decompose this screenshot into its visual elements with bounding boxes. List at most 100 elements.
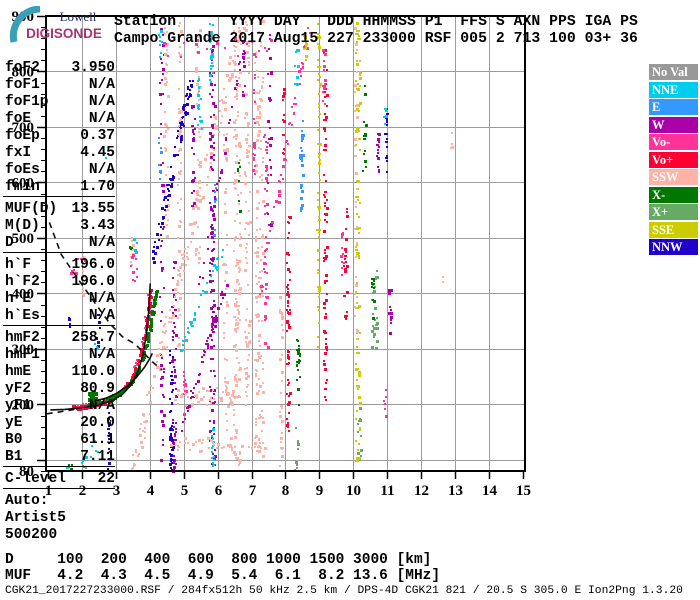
param-row-hmf1: hmF1 N/A <box>5 347 115 364</box>
param-label: h`Es <box>5 308 40 324</box>
param-label: foF2 <box>5 60 40 76</box>
param-value: 3.43 <box>80 218 115 234</box>
param-label: hmF2 <box>5 330 40 346</box>
param-group-divider <box>3 196 115 201</box>
param-label: yE <box>5 415 23 431</box>
param-value: N/A <box>88 308 115 324</box>
param-value: 4.45 <box>80 145 115 161</box>
param-value: N/A <box>88 162 115 178</box>
legend-item-vo-: Vo- <box>649 134 698 150</box>
param-label: 500200 <box>5 527 58 543</box>
param-label: foF1p <box>5 94 49 110</box>
param-value: N/A <box>88 291 115 307</box>
param-value: N/A <box>88 235 115 251</box>
parameter-panel: foF2 3.950 foF1 N/A foF1p N/A foE N/A foEp 0.37 fx… <box>3 60 115 544</box>
param-value: N/A <box>88 94 115 110</box>
param-row-foe: foE N/A <box>5 111 115 128</box>
param-row-fmin: fmin 1.70 <box>5 179 115 196</box>
param-row-hme: hmE 110.0 <box>5 364 115 381</box>
param-label: foF1 <box>5 77 40 93</box>
param-group-divider <box>3 466 115 471</box>
echo-direction-legend: No Val NNE E W Vo- Vo+ SSW X- X+ SSE NNW <box>649 64 698 257</box>
muf-row: MUF 4.2 4.3 4.5 4.9 5.4 6.1 8.2 13.6 [MH… <box>5 568 441 584</box>
param-value: 61.1 <box>80 432 115 448</box>
legend-item-nnw: NNW <box>649 239 698 255</box>
param-value: 80.9 <box>80 381 115 397</box>
header-column-titles: Station YYYY DAY DDD HHMMSS P1 FFS S AXN… <box>114 14 638 30</box>
param-label: C-level <box>5 471 66 487</box>
param-value: 3.950 <box>71 60 115 76</box>
param-label: yF1 <box>5 398 32 414</box>
param-label: fmin <box>5 179 40 195</box>
param-row-b1: B1 7.11 <box>5 449 115 466</box>
param-label: h`E <box>5 291 32 307</box>
param-group-divider <box>3 325 115 330</box>
param-row-yf2: yF2 80.9 <box>5 381 115 398</box>
legend-item-noval: No Val <box>649 64 698 80</box>
legend-item-x-: X- <box>649 186 698 203</box>
param-value: 196.0 <box>71 274 115 290</box>
param-value: N/A <box>88 347 115 363</box>
legend-item-ssw: SSW <box>649 169 698 185</box>
param-label: Auto: <box>5 493 49 509</box>
param-row-md: M(D) 3.43 <box>5 218 115 235</box>
header-station-values: Campo Grande 2017 Aug15 227 233000 RSF 0… <box>114 31 638 47</box>
file-info-footer: CGK21_2017227233000.RSF / 284fx512h 50 k… <box>5 585 683 597</box>
param-row-fxi: fxI 4.45 <box>5 145 115 162</box>
param-value: 1.70 <box>80 179 115 195</box>
param-value: 20.0 <box>80 415 115 431</box>
param-value: 196.0 <box>71 257 115 273</box>
legend-item-vo+: Vo+ <box>649 151 698 168</box>
param-group-divider <box>3 252 115 257</box>
param-row-hf: h`F 196.0 <box>5 257 115 274</box>
param-label: MUF(D) <box>5 201 58 217</box>
param-value: 7.11 <box>80 449 115 465</box>
param-row-ye: yE 20.0 <box>5 415 115 432</box>
param-label: Artist5 <box>5 510 66 526</box>
param-label: foEs <box>5 162 40 178</box>
param-row-fof1p: foF1p N/A <box>5 94 115 111</box>
param-label: foEp <box>5 128 40 144</box>
param-value: 110.0 <box>71 364 115 380</box>
lowell-digisonde-logo: Lowell DIGISONDE <box>9 6 102 43</box>
distance-row: D 100 200 400 600 800 1000 1500 3000 [km… <box>5 552 432 568</box>
param-value: N/A <box>88 77 115 93</box>
param-value: 258.7 <box>71 330 115 346</box>
param-value: 0.37 <box>80 128 115 144</box>
param-row-clevel: C-level 22 <box>5 471 115 488</box>
legend-item-x+: X+ <box>649 204 698 220</box>
param-label: yF2 <box>5 381 32 397</box>
param-label: hmF1 <box>5 347 40 363</box>
param-row-fof1: foF1 N/A <box>5 77 115 94</box>
logo-digisonde-text: DIGISONDE <box>26 26 102 41</box>
param-label: h`F <box>5 257 32 273</box>
param-row-artist5: Artist5 <box>5 510 115 527</box>
param-label: h`F2 <box>5 274 40 290</box>
param-label: foE <box>5 111 32 127</box>
legend-item-e: E <box>649 99 698 115</box>
logo-lowell-text: Lowell <box>60 9 97 24</box>
param-row-he: h`E N/A <box>5 291 115 308</box>
param-row-hes: h`Es N/A <box>5 308 115 325</box>
param-row-hf2: h`F2 196.0 <box>5 274 115 291</box>
param-value: 22 <box>97 471 115 487</box>
param-label: hmE <box>5 364 32 380</box>
param-row-mufd: MUF(D) 13.55 <box>5 201 115 218</box>
param-row-yf1: yF1 N/A <box>5 398 115 415</box>
param-row-hmf2: hmF2 258.7 <box>5 330 115 347</box>
param-label: B0 <box>5 432 23 448</box>
legend-item-w: W <box>649 116 698 133</box>
legend-item-nne: NNE <box>649 81 698 98</box>
param-row-fof2: foF2 3.950 <box>5 60 115 77</box>
param-row-d: D N/A <box>5 235 115 252</box>
param-value: N/A <box>88 398 115 414</box>
param-row-500200: 500200 <box>5 527 115 544</box>
ionogram-plot <box>0 0 532 500</box>
param-value: N/A <box>88 111 115 127</box>
param-row-b0: B0 61.1 <box>5 432 115 449</box>
logo-arc-icon <box>9 6 41 43</box>
param-row-foep: foEp 0.37 <box>5 128 115 145</box>
param-label: fxI <box>5 145 32 161</box>
param-label: B1 <box>5 449 23 465</box>
